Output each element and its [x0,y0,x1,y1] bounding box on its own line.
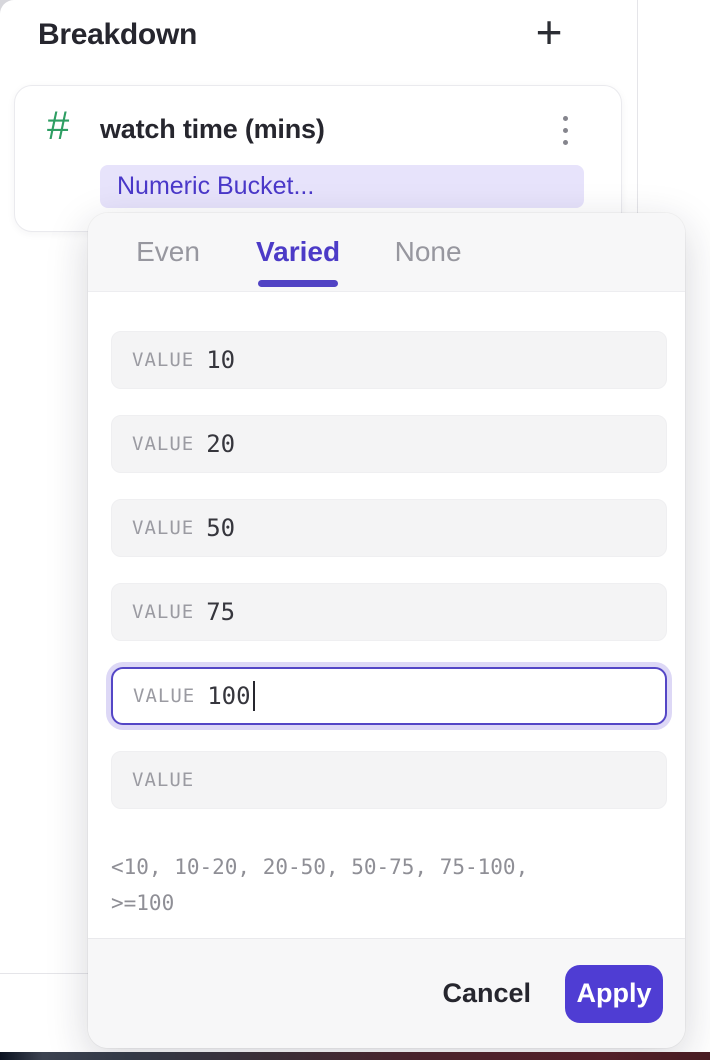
tab-varied-label: Varied [256,236,341,267]
value-label: VALUE [133,685,196,707]
value-label: VALUE [132,769,195,791]
tab-none-underline [388,280,468,287]
text-cursor [252,681,255,711]
preview-line-1: <10, 10-20, 20-50, 50-75, 75-100, [111,855,529,879]
value-input-row-4[interactable]: VALUE 75 [111,583,667,641]
property-name: watch time (mins) [100,114,325,144]
value-text: 20 [206,430,236,458]
value-text: 100 [207,682,251,710]
value-label: VALUE [132,433,195,455]
apply-button[interactable]: Apply [565,964,663,1023]
breakdown-section-title: Breakdown [38,18,198,51]
bucket-values-list: VALUE 10 VALUE 20 VALUE 50 VALUE 75 VALU… [88,292,685,921]
value-input-row-5-focused[interactable]: VALUE 100 [111,667,667,725]
breakdown-property-card: # watch time (mins) Numeric Bucket... [14,85,622,232]
value-text: 50 [206,514,236,542]
preview-line-2: >=100 [111,891,175,915]
value-label: VALUE [132,517,195,539]
value-label: VALUE [132,601,195,623]
tab-even-underline [128,280,208,287]
tab-varied-underline [258,280,339,287]
value-text: 75 [206,598,236,626]
value-input-row-2[interactable]: VALUE 20 [111,415,667,473]
kebab-menu-icon[interactable] [543,110,587,150]
background-chart-strip [0,1052,710,1060]
tab-varied[interactable]: Varied [256,213,340,291]
tab-even[interactable]: Even [128,213,208,291]
numeric-bucket-popup: Even Varied None VALUE 10 VALUE 20 V [88,213,685,1048]
cancel-button[interactable]: Cancel [442,978,531,1008]
popup-footer: Cancel Apply [88,938,685,1048]
tab-even-label: Even [136,236,200,267]
section-horizontal-divider [0,973,88,974]
add-breakdown-button[interactable]: + [535,6,563,58]
numeric-property-icon: # [47,104,70,148]
value-text: 10 [206,346,236,374]
bucket-mode-tabs: Even Varied None [88,213,685,292]
tab-none[interactable]: None [388,213,468,291]
numeric-bucket-selector[interactable]: Numeric Bucket... [100,165,584,208]
value-input-row-6-empty[interactable]: VALUE [111,751,667,809]
value-input-row-1[interactable]: VALUE 10 [111,331,667,389]
tab-none-label: None [394,236,462,267]
value-label: VALUE [132,349,195,371]
value-input-row-3[interactable]: VALUE 50 [111,499,667,557]
bucket-ranges-preview: <10, 10-20, 20-50, 50-75, 75-100, >=100 [111,849,667,921]
